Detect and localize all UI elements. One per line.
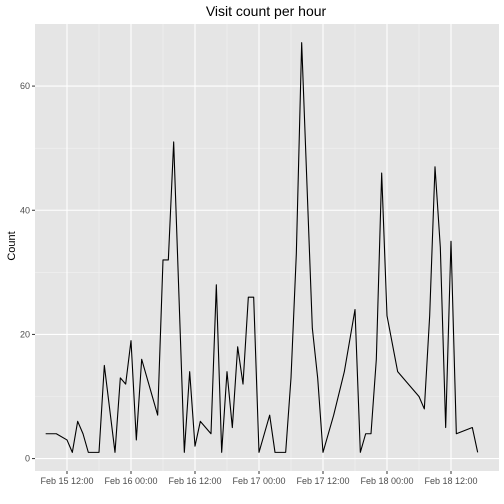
- x-tick-label: Feb 17 12:00: [296, 476, 349, 486]
- y-tick-label: 20: [20, 329, 30, 339]
- x-tick-label: Feb 15 12:00: [40, 476, 93, 486]
- y-tick-label: 40: [20, 205, 30, 215]
- chart-title: Visit count per hour: [206, 3, 327, 19]
- y-tick-label: 60: [20, 81, 30, 91]
- plot-panel: [35, 24, 499, 471]
- x-tick-label: Feb 18 12:00: [424, 476, 477, 486]
- y-axis-title: Count: [6, 231, 18, 260]
- visit-count-line: [45, 42, 479, 453]
- grid-lines: [35, 24, 499, 471]
- x-tick-label: Feb 17 00:00: [232, 476, 285, 486]
- x-axis: Feb 15 12:00 Feb 16 00:00 Feb 16 12:00 Feb …: [40, 471, 478, 486]
- y-tick-label: 0: [25, 454, 30, 464]
- series-group: [45, 42, 479, 453]
- x-tick-label: Feb 18 00:00: [360, 476, 413, 486]
- y-axis: 0 20 40 60: [20, 81, 35, 464]
- x-tick-label: Feb 16 12:00: [168, 476, 221, 486]
- x-tick-label: Feb 16 00:00: [104, 476, 157, 486]
